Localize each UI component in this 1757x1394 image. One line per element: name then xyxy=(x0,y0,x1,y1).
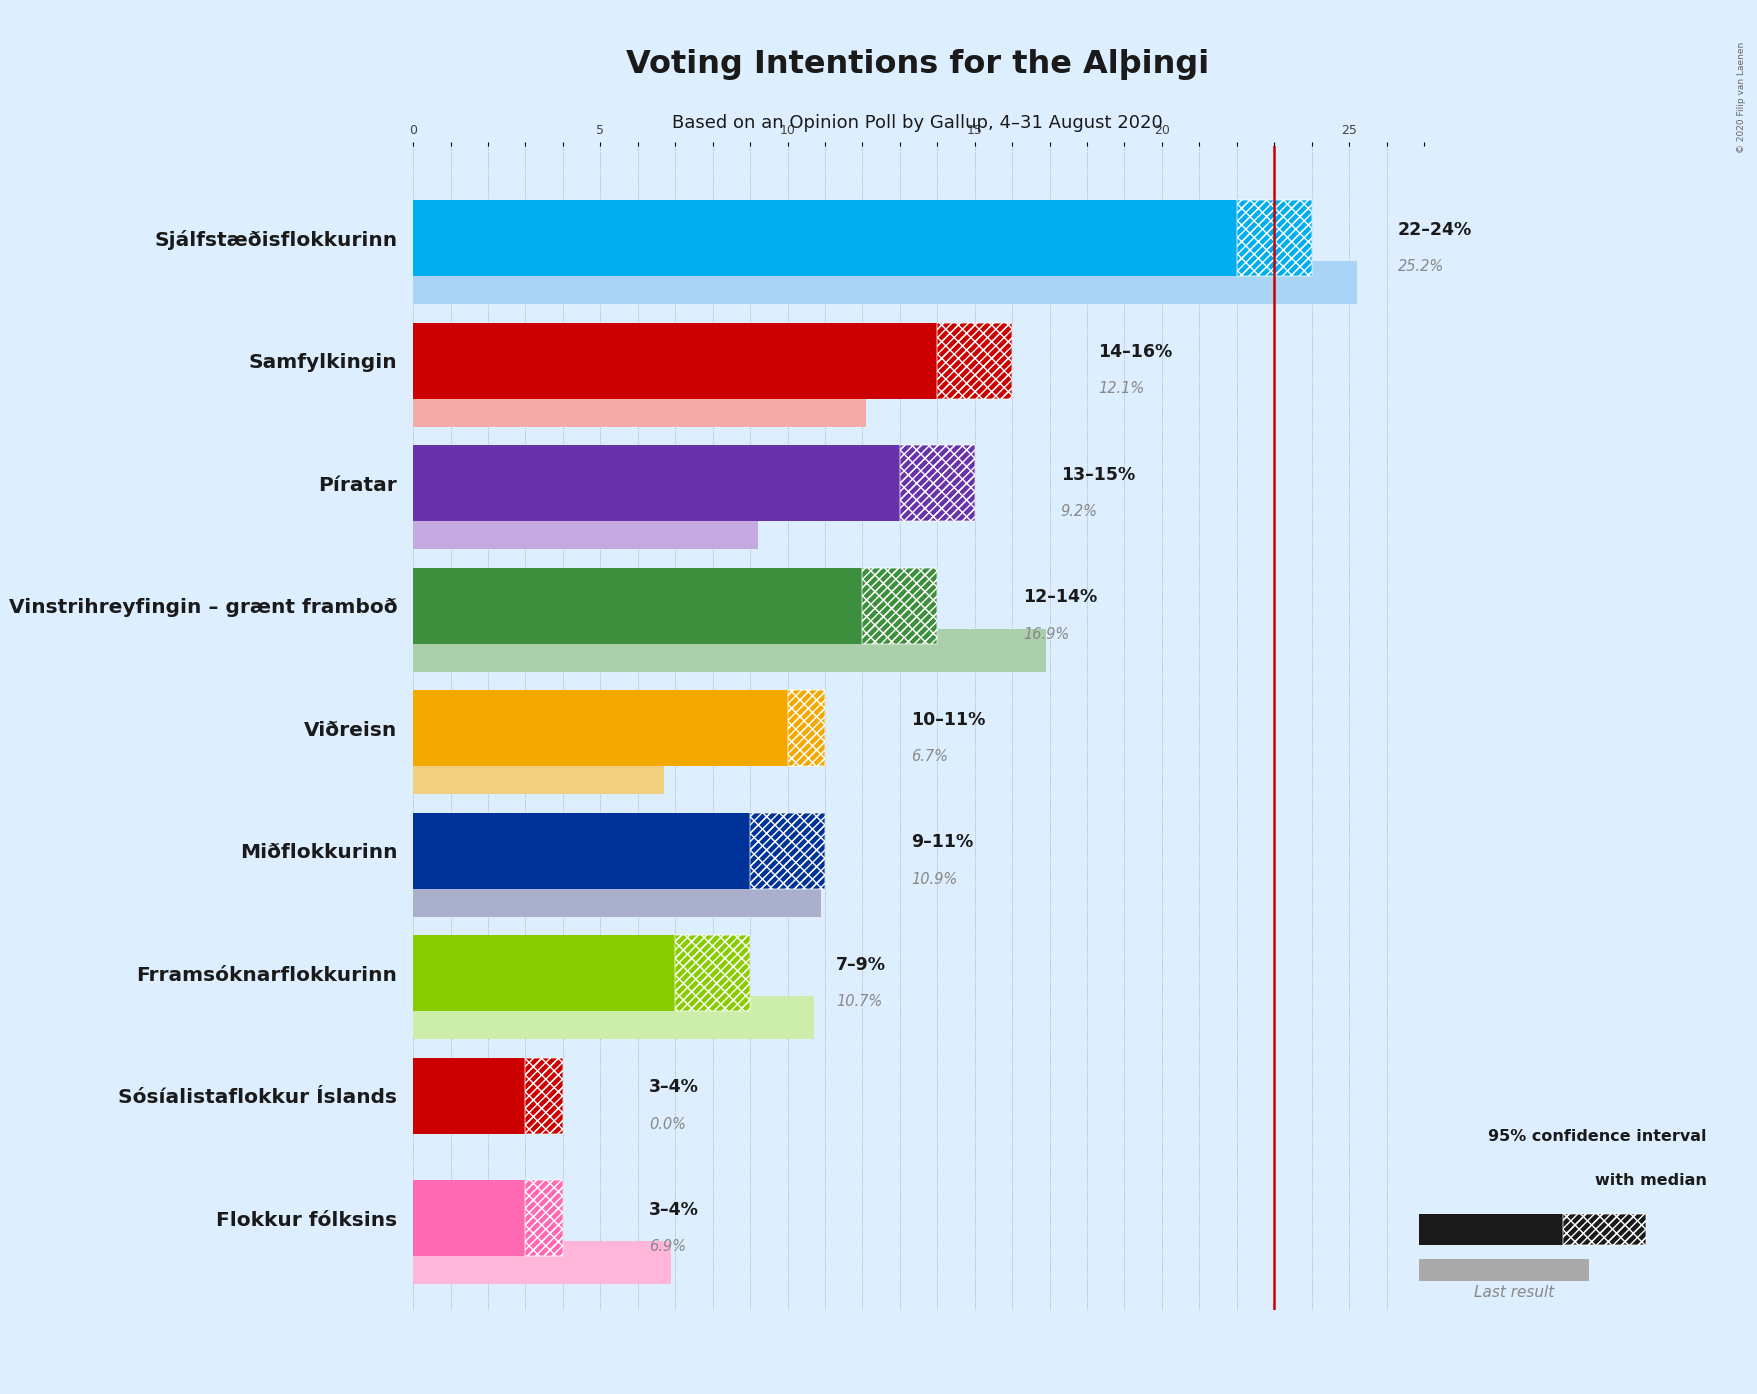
Bar xyxy=(863,567,936,644)
Text: 12–14%: 12–14% xyxy=(1023,588,1096,606)
Text: 0.0%: 0.0% xyxy=(648,1117,685,1132)
Text: Based on an Opinion Poll by Gallup, 4–31 August 2020: Based on an Opinion Poll by Gallup, 4–31… xyxy=(671,114,1163,132)
Bar xyxy=(413,751,664,795)
Bar xyxy=(750,813,824,889)
Bar xyxy=(900,445,973,521)
Bar xyxy=(675,935,750,1012)
Bar xyxy=(525,1181,562,1256)
Bar xyxy=(413,690,787,767)
Text: Voting Intentions for the Alþingi: Voting Intentions for the Alþingi xyxy=(625,49,1209,79)
Bar xyxy=(413,445,900,521)
Text: 6.9%: 6.9% xyxy=(648,1239,685,1255)
Bar xyxy=(1562,1214,1645,1245)
Text: 13–15%: 13–15% xyxy=(1059,466,1135,484)
Bar xyxy=(413,506,757,549)
Bar xyxy=(413,261,1356,304)
Bar xyxy=(413,1058,525,1133)
Bar xyxy=(936,323,1012,399)
Bar xyxy=(413,874,821,917)
Text: 10.9%: 10.9% xyxy=(910,871,958,887)
Text: 3–4%: 3–4% xyxy=(648,1200,699,1218)
Text: with median: with median xyxy=(1594,1174,1706,1188)
Bar xyxy=(413,629,1045,672)
Bar xyxy=(1237,201,1311,276)
Text: Last result: Last result xyxy=(1472,1285,1553,1301)
Bar xyxy=(750,813,824,889)
Bar xyxy=(1237,201,1311,276)
Text: 14–16%: 14–16% xyxy=(1098,343,1172,361)
Bar xyxy=(1418,1259,1588,1281)
Bar xyxy=(1562,1214,1645,1245)
Text: 3–4%: 3–4% xyxy=(648,1079,699,1096)
Bar xyxy=(413,997,813,1040)
Bar xyxy=(936,323,1012,399)
Text: 22–24%: 22–24% xyxy=(1397,220,1471,238)
Bar xyxy=(413,935,675,1012)
Bar xyxy=(413,567,863,644)
Bar xyxy=(900,445,973,521)
Text: 16.9%: 16.9% xyxy=(1023,626,1068,641)
Bar xyxy=(675,935,750,1012)
Bar xyxy=(787,690,824,767)
Text: 7–9%: 7–9% xyxy=(836,956,886,974)
Text: 12.1%: 12.1% xyxy=(1098,382,1144,396)
Bar xyxy=(1418,1214,1562,1245)
Bar xyxy=(413,813,750,889)
Bar xyxy=(525,1181,562,1256)
Text: 95% confidence interval: 95% confidence interval xyxy=(1486,1129,1706,1144)
Bar xyxy=(413,1181,525,1256)
Bar xyxy=(413,383,866,427)
Bar xyxy=(525,1058,562,1133)
Text: 10–11%: 10–11% xyxy=(910,711,986,729)
Text: 10.7%: 10.7% xyxy=(836,994,882,1009)
Text: 9–11%: 9–11% xyxy=(910,834,973,852)
Text: 6.7%: 6.7% xyxy=(910,749,947,764)
Bar xyxy=(413,201,1237,276)
Bar xyxy=(863,567,936,644)
Bar xyxy=(413,1242,671,1284)
Text: © 2020 Filip van Laenen: © 2020 Filip van Laenen xyxy=(1736,42,1745,153)
Text: 25.2%: 25.2% xyxy=(1397,259,1442,275)
Bar xyxy=(525,1058,562,1133)
Text: 9.2%: 9.2% xyxy=(1059,505,1096,519)
Bar xyxy=(413,323,936,399)
Bar xyxy=(787,690,824,767)
